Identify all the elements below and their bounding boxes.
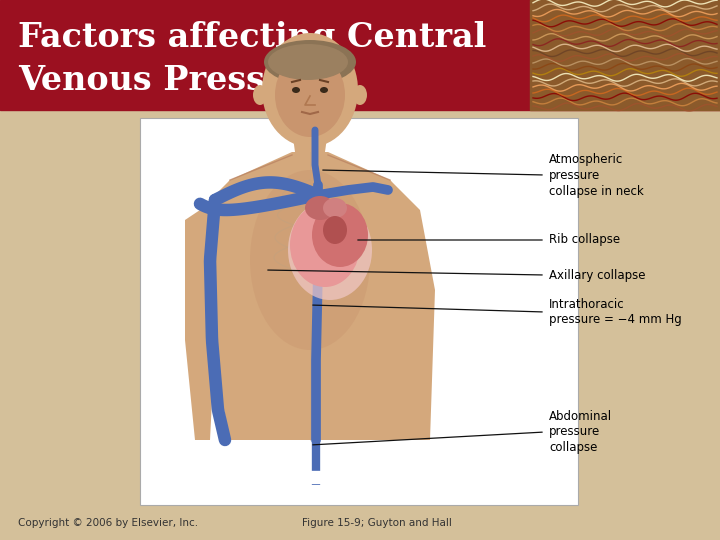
Bar [0, 0, 720, 110]
Ellipse shape [323, 198, 347, 218]
Ellipse shape [250, 170, 370, 350]
Ellipse shape [275, 53, 345, 137]
Ellipse shape [253, 85, 267, 105]
Text: Intrathoracic
pressure = −4 mm Hg: Intrathoracic pressure = −4 mm Hg [549, 298, 682, 327]
Text: Atmospheric
pressure
collapse in neck: Atmospheric pressure collapse in neck [549, 152, 644, 198]
Text: Abdominal
pressure
collapse: Abdominal pressure collapse [549, 409, 612, 455]
Polygon shape [185, 180, 245, 440]
Polygon shape [375, 180, 435, 440]
Text: Axillary collapse: Axillary collapse [549, 268, 646, 281]
Ellipse shape [290, 203, 360, 287]
Ellipse shape [312, 203, 368, 267]
Ellipse shape [292, 87, 300, 93]
Ellipse shape [305, 196, 335, 220]
Ellipse shape [353, 85, 367, 105]
Ellipse shape [320, 87, 328, 93]
Polygon shape [200, 152, 430, 440]
Text: Venous Pressure: Venous Pressure [18, 64, 328, 97]
Text: Factors affecting Central: Factors affecting Central [18, 22, 487, 55]
Text: Copyright © 2006 by Elsevier, Inc.: Copyright © 2006 by Elsevier, Inc. [18, 518, 198, 528]
Text: Figure 15-9; Guyton and Hall: Figure 15-9; Guyton and Hall [302, 518, 452, 528]
Ellipse shape [264, 40, 356, 84]
Polygon shape [292, 130, 328, 152]
Ellipse shape [288, 200, 372, 300]
Ellipse shape [262, 33, 358, 147]
Bar [530, 0, 720, 110]
Text: Rib collapse: Rib collapse [549, 233, 620, 246]
Bar [140, 118, 578, 505]
Ellipse shape [323, 216, 347, 244]
Ellipse shape [268, 44, 348, 80]
